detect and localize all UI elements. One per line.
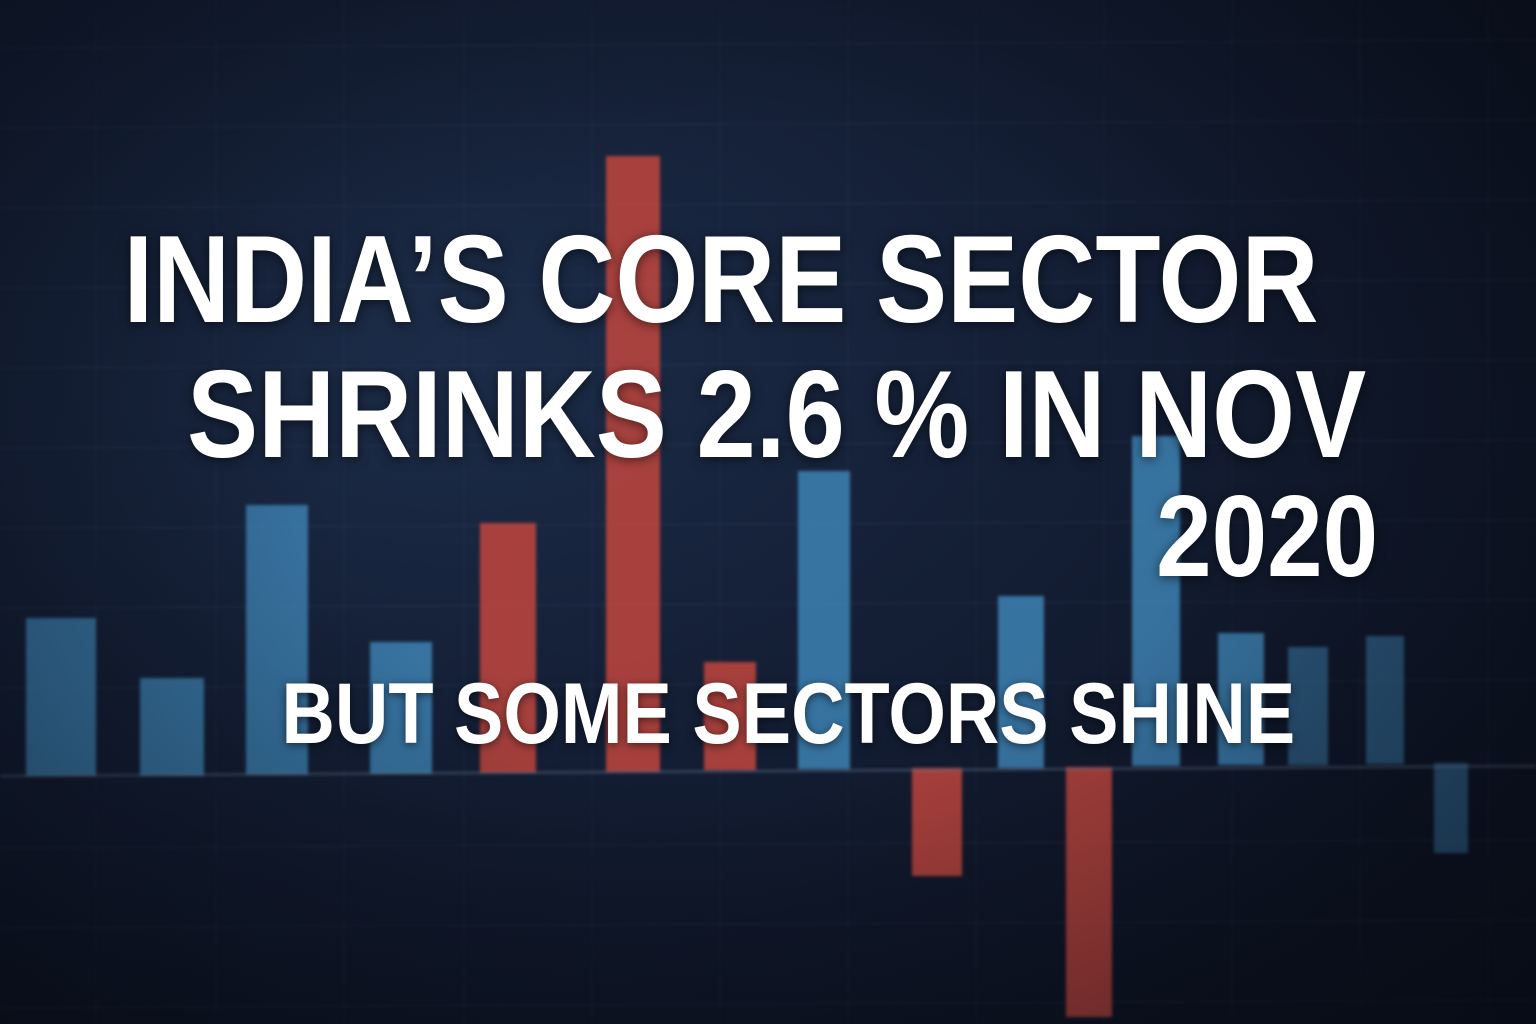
gridline (0, 999, 1536, 1009)
gridline (0, 599, 1536, 609)
headline-line-2: SHRINKS 2.6 % IN NOV (186, 346, 1366, 484)
subheadline-text: BUT SOME SECTORS SHINE (281, 666, 1295, 762)
chart-bar (912, 768, 962, 876)
chart-bar (1066, 767, 1112, 1017)
headline-line-3: 2020 (1156, 471, 1378, 601)
chart-bar (1434, 763, 1468, 853)
gridline (0, 119, 1536, 129)
headline-line-1: INDIA’S CORE SECTOR (123, 211, 1318, 349)
gridline (0, 919, 1536, 929)
gridline (0, 39, 1536, 49)
chart-baseline (0, 765, 1536, 777)
gridline (0, 839, 1536, 849)
gridline (0, 199, 1536, 209)
subheadline: BUT SOME SECTORS SHINE (0, 664, 1536, 764)
